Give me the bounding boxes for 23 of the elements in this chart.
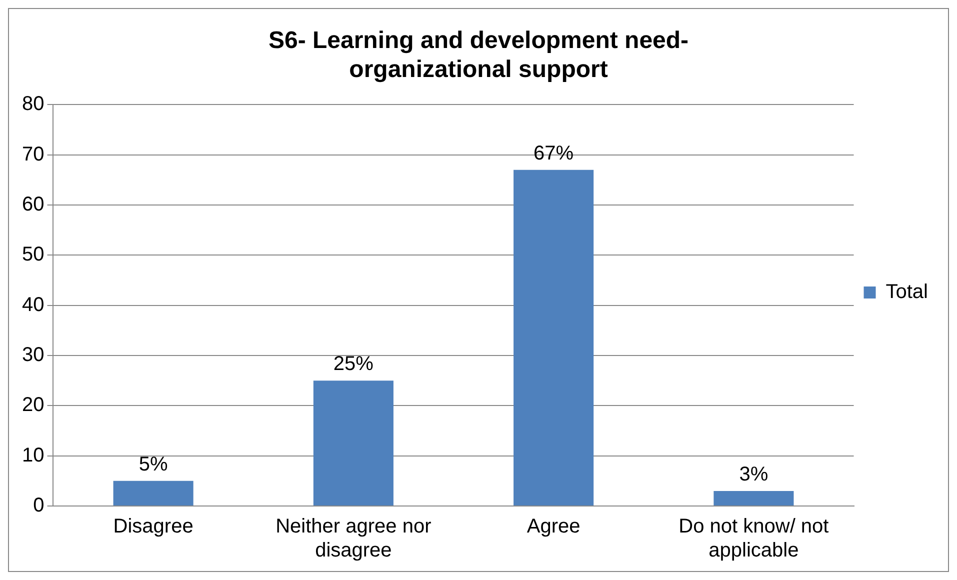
bar: [514, 170, 594, 506]
data-label: 67%: [534, 142, 574, 164]
y-tick-label: 0: [33, 494, 44, 517]
y-tick-label: 40: [22, 294, 44, 316]
y-tick-label: 20: [22, 394, 44, 416]
bar: [113, 480, 194, 506]
y-tick-label: 60: [22, 193, 44, 216]
y-tick-label: 80: [22, 93, 44, 116]
x-tick-label: Neither agree nor disagree: [276, 516, 432, 562]
y-tick-label: 30: [22, 344, 44, 366]
y-tick-label: 50: [22, 244, 44, 266]
data-label: 25%: [333, 353, 374, 376]
bar: [714, 490, 794, 506]
x-tick-label: Agree: [526, 516, 580, 538]
data-label: 5%: [138, 453, 168, 476]
y-tick-label: 70: [22, 143, 44, 166]
y-tick-label: 10: [22, 444, 44, 466]
bar: [313, 380, 394, 506]
data-label: 3%: [739, 463, 768, 486]
chart-title: S6- Learning and development need- organizational support: [268, 27, 689, 83]
x-tick-label: Disagree: [113, 516, 194, 538]
x-tick-label: Do not know/ not applicable: [678, 516, 830, 562]
legend-label: Total: [886, 281, 928, 304]
